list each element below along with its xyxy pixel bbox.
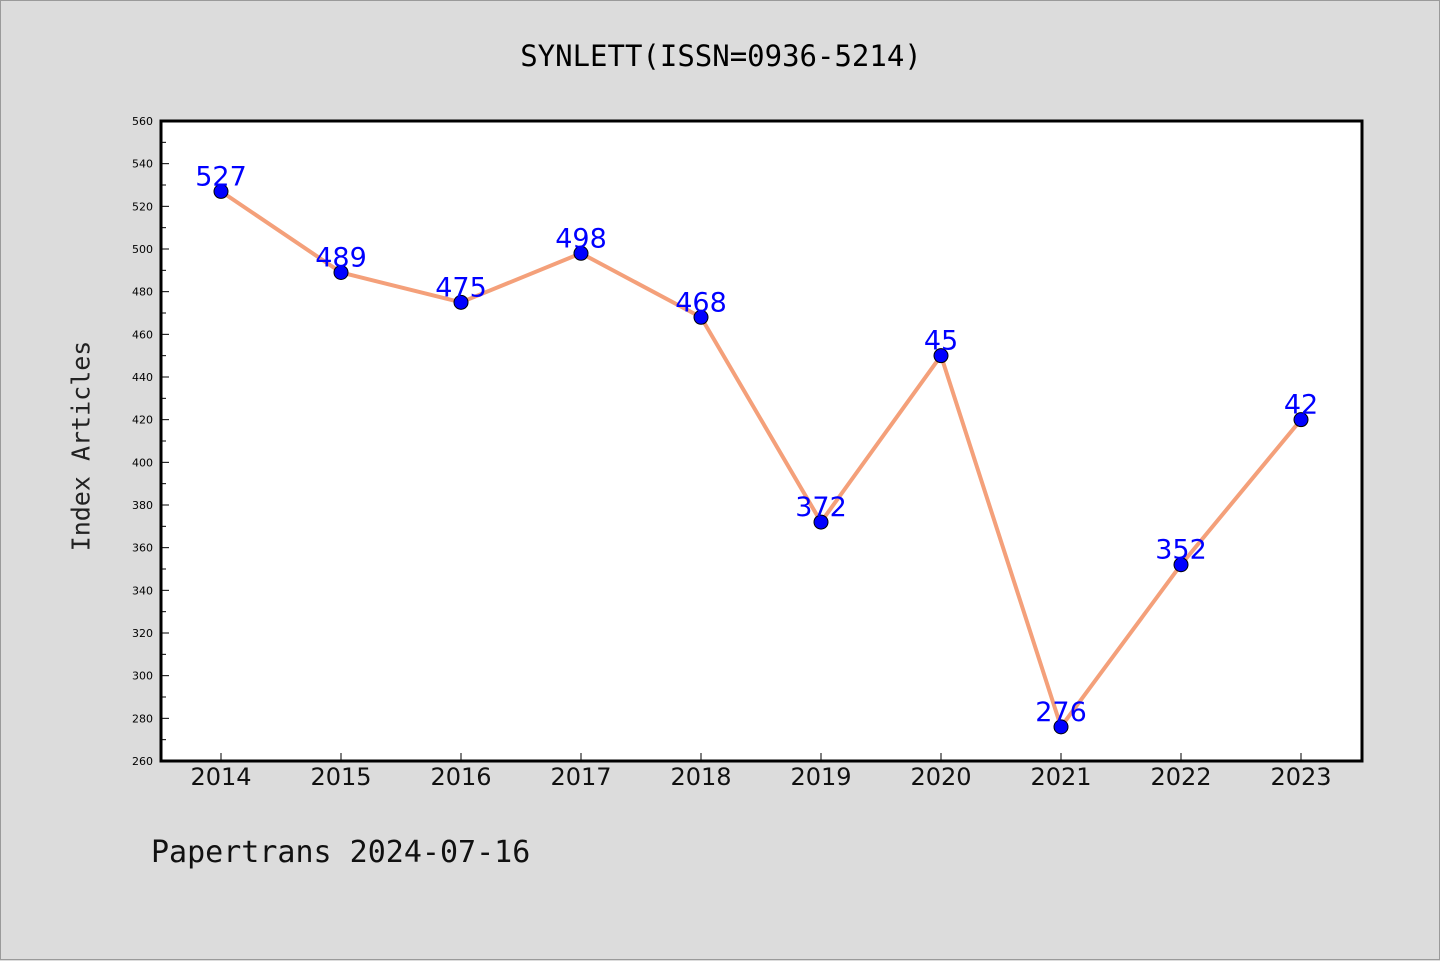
y-tick-label: 480 <box>132 286 153 299</box>
data-label: 276 <box>1035 697 1087 728</box>
data-point <box>213 183 229 199</box>
x-tick-label: 2015 <box>310 763 371 791</box>
data-label: 352 <box>1155 535 1207 566</box>
data-point <box>813 514 829 530</box>
data-point <box>1293 412 1309 428</box>
data-point <box>333 264 349 280</box>
y-tick-label: 500 <box>132 243 153 256</box>
data-point <box>1173 557 1189 573</box>
plot-area <box>159 119 1364 763</box>
x-tick-label: 2023 <box>1270 763 1331 791</box>
y-tick-label: 300 <box>132 670 153 683</box>
data-point <box>933 348 949 364</box>
y-tick-label: 360 <box>132 542 153 555</box>
data-label: 498 <box>555 223 607 254</box>
data-label: 475 <box>435 272 487 303</box>
y-tick-label: 340 <box>132 584 153 597</box>
y-tick-label: 380 <box>132 499 153 512</box>
data-point <box>693 309 709 325</box>
data-label: 489 <box>315 242 367 273</box>
x-tick-label: 2021 <box>1030 763 1091 791</box>
y-tick-label: 560 <box>132 115 153 128</box>
data-label: 527 <box>195 161 247 192</box>
chart-title: SYNLETT(ISSN=0936-5214) <box>520 39 922 73</box>
series-line <box>219 189 1303 729</box>
data-point <box>573 245 589 261</box>
data-point <box>1053 719 1069 735</box>
footer-credit: Papertrans 2024-07-16 <box>151 835 531 870</box>
y-tick-label: 520 <box>132 200 153 213</box>
data-label: 45 <box>924 326 958 357</box>
x-tick-label: 2022 <box>1150 763 1211 791</box>
y-tick-label: 400 <box>132 456 153 469</box>
x-tick-label: 2020 <box>910 763 971 791</box>
x-tick-label: 2014 <box>190 763 251 791</box>
y-tick-label: 320 <box>132 627 153 640</box>
y-tick-label: 440 <box>132 371 153 384</box>
y-tick-label: 260 <box>132 755 153 768</box>
x-tick-label: 2018 <box>670 763 731 791</box>
data-label: 42 <box>1284 390 1318 421</box>
data-label: 372 <box>795 492 847 523</box>
y-tick-label: 460 <box>132 328 153 341</box>
y-tick-label: 420 <box>132 414 153 427</box>
y-tick-label: 280 <box>132 712 153 725</box>
data-point <box>453 294 469 310</box>
data-label: 468 <box>675 287 727 318</box>
x-tick-label: 2019 <box>790 763 851 791</box>
x-tick-label: 2016 <box>430 763 491 791</box>
x-tick-label: 2017 <box>550 763 611 791</box>
y-tick-label: 540 <box>132 158 153 171</box>
